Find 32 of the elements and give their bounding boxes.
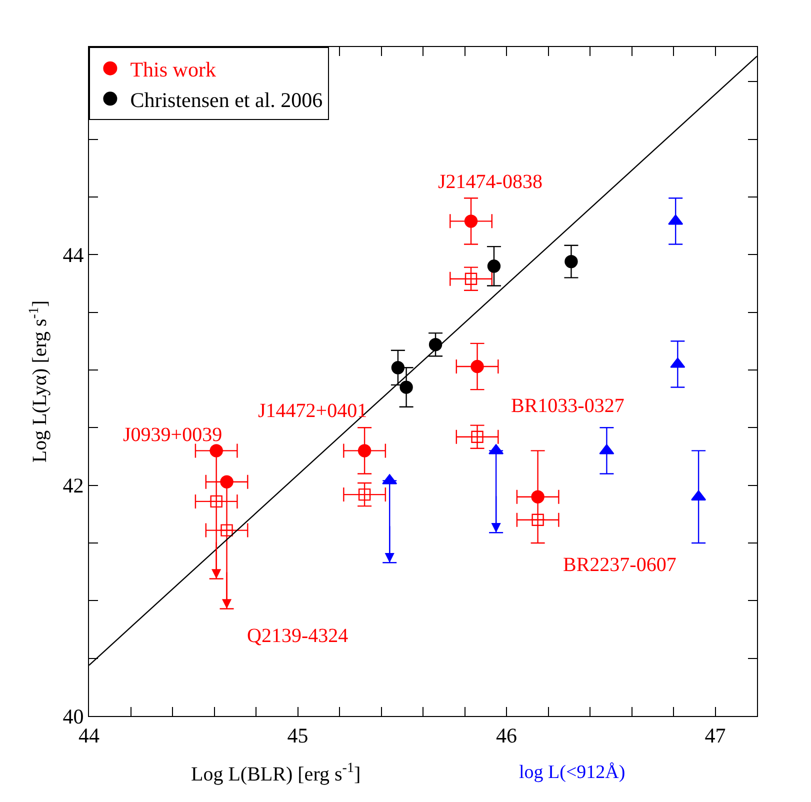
point xyxy=(470,360,484,374)
annotation: Q2139-4324 xyxy=(247,625,348,647)
point xyxy=(400,380,413,394)
point xyxy=(220,475,234,488)
legend-label: This work xyxy=(130,58,216,82)
point xyxy=(564,254,578,268)
point xyxy=(487,260,501,273)
annotation: BR2237-0607 xyxy=(563,554,676,576)
point xyxy=(464,214,478,228)
point xyxy=(210,495,222,508)
point xyxy=(464,272,478,285)
annotation: J14472+0401 xyxy=(258,400,368,422)
x-axis-title: Log L(BLR) [erg s$^{-1}$] xyxy=(191,761,361,786)
point xyxy=(358,488,371,501)
y-tick-label: 44 xyxy=(62,242,84,267)
point xyxy=(220,524,233,536)
point xyxy=(471,430,484,443)
point xyxy=(210,444,223,458)
x-tick-label: 45 xyxy=(287,723,308,748)
x-tick-label: 46 xyxy=(496,723,517,748)
point xyxy=(391,361,405,374)
annotation: J21474-0838 xyxy=(438,171,542,193)
point xyxy=(358,444,372,458)
point xyxy=(531,490,544,504)
annotation: BR1033-0327 xyxy=(511,395,624,417)
legend-label: Christensen et al. 2006 xyxy=(130,88,323,112)
x-tick-label: 47 xyxy=(704,723,726,748)
annotation: J0939+0039 xyxy=(123,424,222,446)
text: log L(<912Å) xyxy=(519,762,626,783)
y-tick-label: 42 xyxy=(62,474,84,498)
point xyxy=(532,514,544,526)
point xyxy=(428,338,442,352)
